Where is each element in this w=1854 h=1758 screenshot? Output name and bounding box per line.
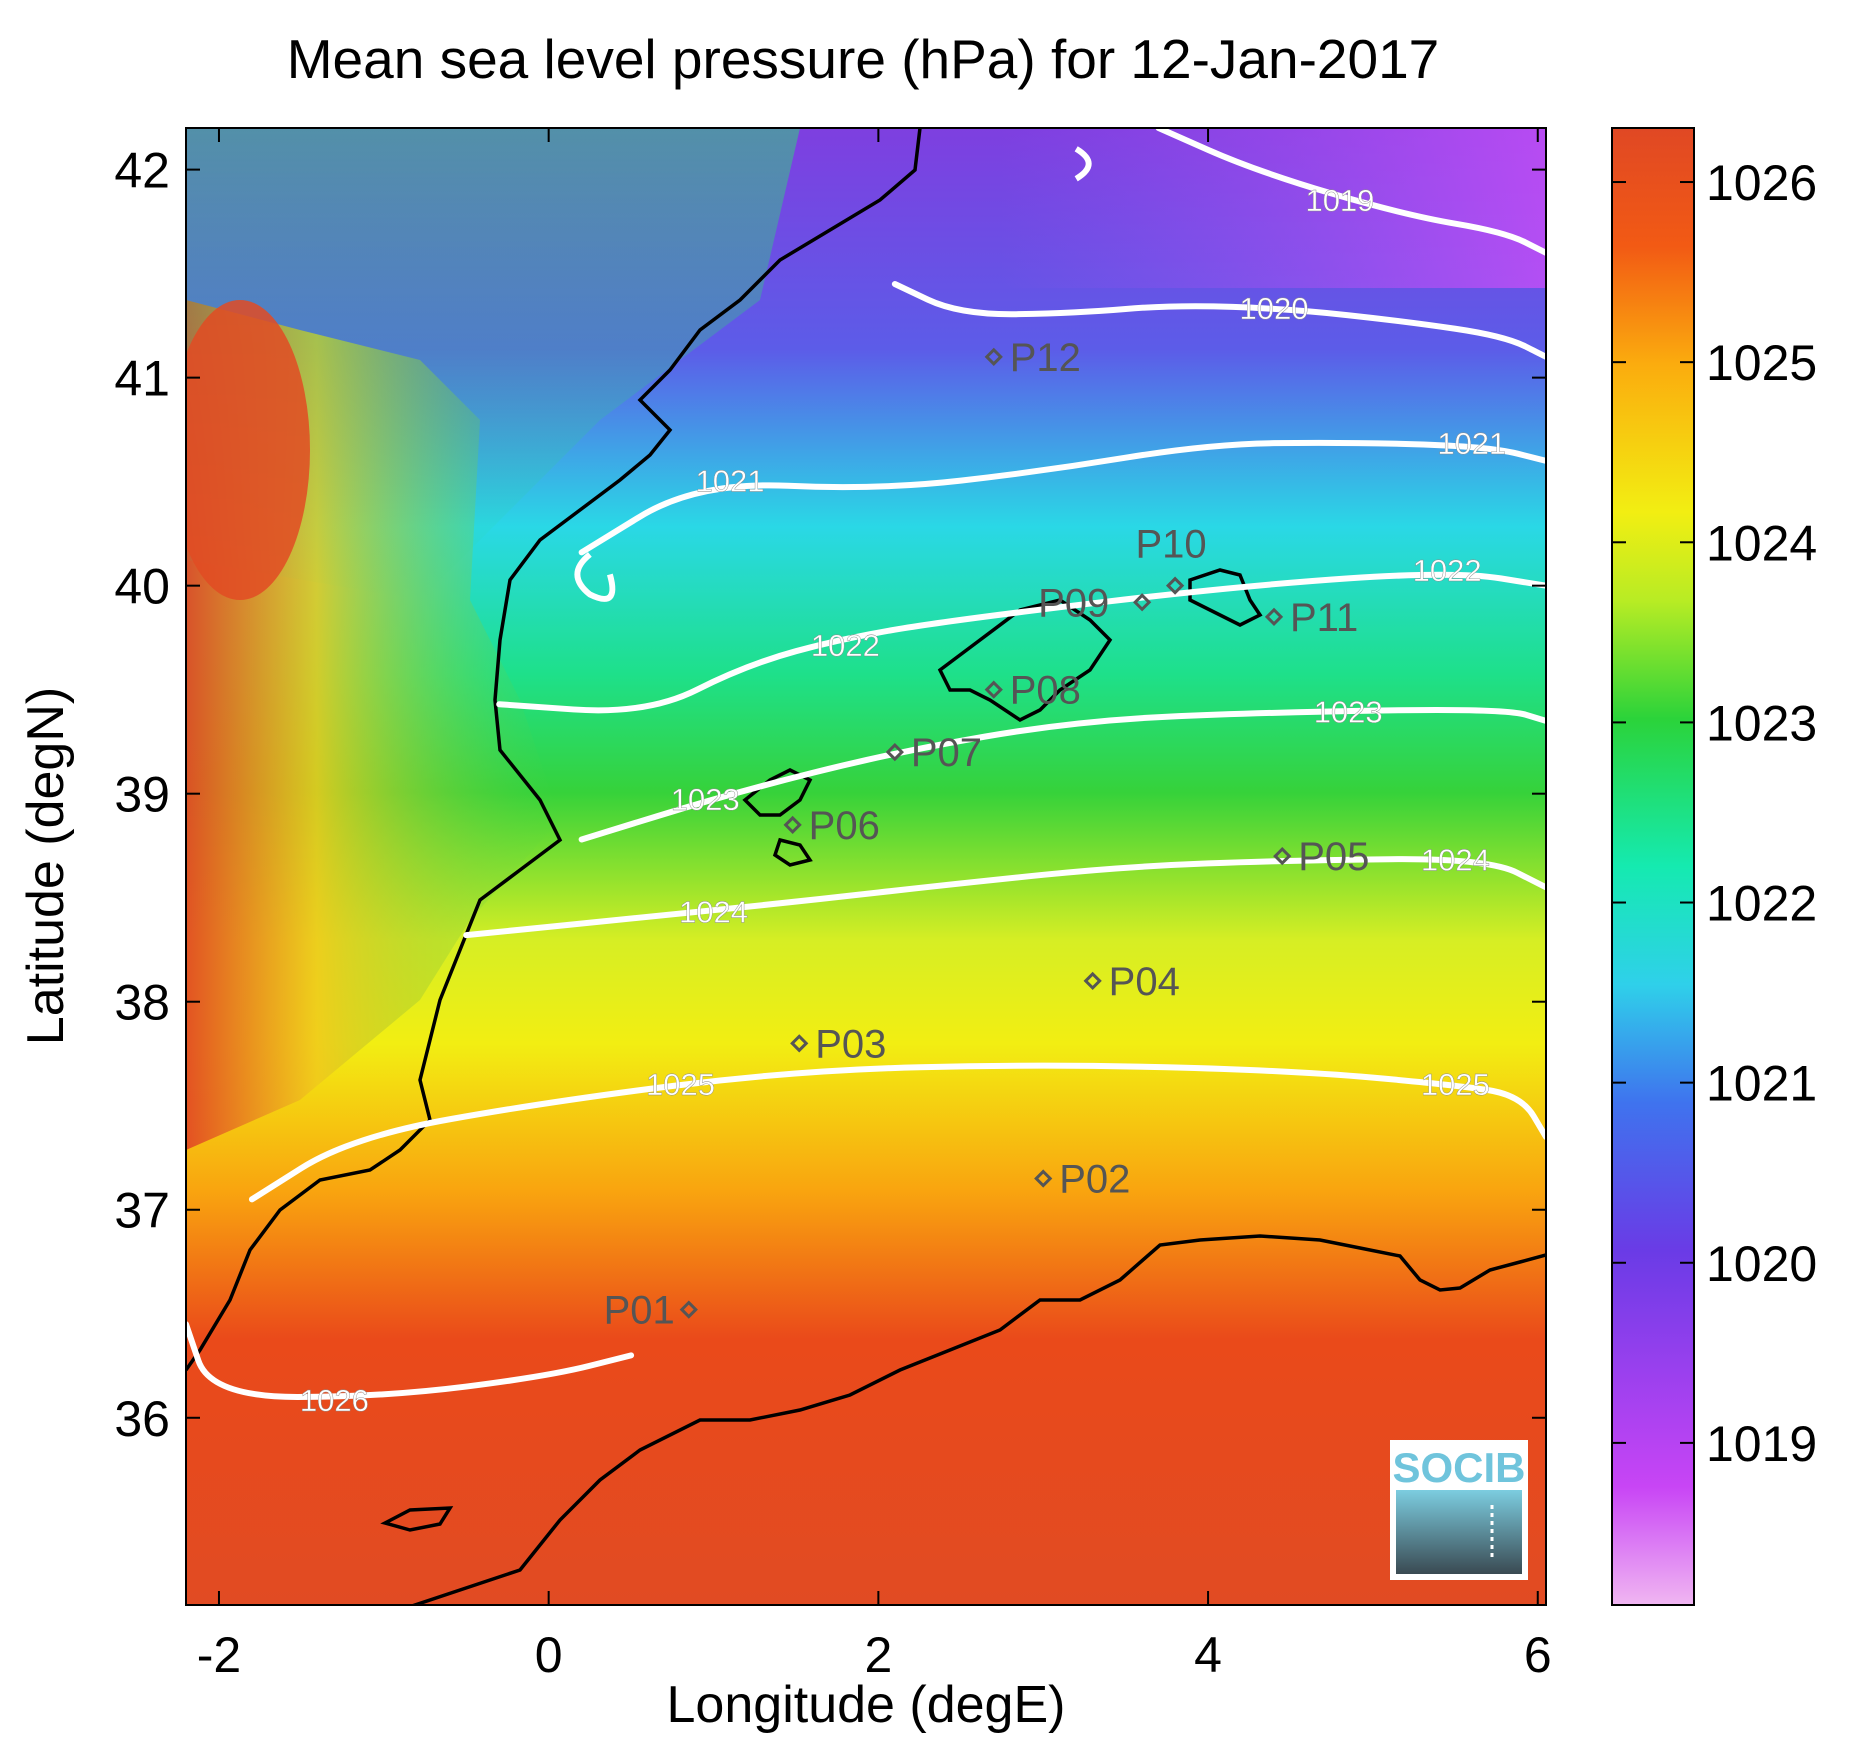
station-label-P12: P12: [1010, 336, 1081, 380]
pressure-field: [186, 128, 1546, 1605]
y-tick-label: 37: [114, 1183, 170, 1239]
socib-logo-text: SOCIB: [1392, 1444, 1525, 1491]
isobar-label: 1022: [1413, 553, 1482, 588]
isobar-1019: [1155, 128, 1546, 256]
station-label-P09: P09: [1038, 581, 1109, 625]
station-marker-P01: [679, 1300, 698, 1319]
x-tick-label: 4: [1194, 1627, 1222, 1683]
isobar-label: 1023: [671, 782, 740, 817]
station-marker-P08: [984, 680, 1003, 699]
station-label-P07: P07: [911, 731, 982, 775]
plot-frame: [185, 127, 1547, 1606]
isobar-label: 1024: [1421, 842, 1490, 877]
y-tick-label: 36: [114, 1391, 170, 1447]
y-tick-label: 40: [114, 559, 170, 615]
isobar-1024: [463, 856, 1546, 939]
isobar-label: 1026: [300, 1383, 369, 1418]
station-label-P04: P04: [1109, 960, 1180, 1004]
isobar-1020: [891, 281, 1546, 360]
isobar-contours: 1019 1020 1021 1021 1022 1022 1023 1023 1024 1024…: [186, 128, 1546, 1418]
pressure-field-northeast: [1000, 128, 1546, 288]
colorbar-tick-label: 1022: [1706, 876, 1817, 932]
north-africa-coastline: [409, 1234, 1546, 1605]
isobar-label: 1025: [1421, 1067, 1490, 1102]
isobar-1021: [578, 439, 1546, 556]
x-tick-label: 0: [535, 1627, 563, 1683]
station-label-P01: P01: [604, 1289, 675, 1333]
iberia-coastline: [186, 128, 922, 1372]
socib-logo: SOCIB: [1390, 1440, 1528, 1580]
isobar-label: 1022: [811, 628, 880, 663]
y-axis-label: Latitude (degN): [17, 687, 75, 1045]
station-label-P05: P05: [1298, 835, 1369, 879]
alboran-island-coastline: [380, 1506, 454, 1532]
station-marker-P04: [1083, 971, 1102, 991]
station-label-P10: P10: [1136, 523, 1207, 567]
isobar-label: 1023: [1314, 695, 1383, 730]
isobar-label: 1021: [1437, 426, 1506, 461]
station-label-P11: P11: [1290, 596, 1358, 640]
isobar-1021-closed: [574, 552, 616, 602]
isobar-label: 1024: [679, 894, 748, 929]
colorbar: [1611, 127, 1695, 1606]
land-high-iberia: [186, 300, 310, 600]
station-markers: P01 P02 P03 P04 P05 P06 P07 P08 P09 P10 P11 P12: [604, 336, 1370, 1333]
station-label-P08: P08: [1010, 669, 1081, 713]
chart-title: Mean sea level pressure (hPa) for 12-Jan…: [287, 28, 1440, 90]
station-marker-P02: [1034, 1169, 1053, 1188]
colorbar-tick-label: 1024: [1706, 515, 1817, 571]
menorca-coastline: [1188, 568, 1263, 627]
colorbar-tick-label: 1019: [1706, 1416, 1817, 1472]
y-tick-label: 39: [114, 767, 170, 823]
station-marker-P06: [783, 815, 802, 835]
station-marker-P05: [1273, 846, 1292, 866]
socib-logo-panel: [1396, 1490, 1522, 1574]
isobar-label: 1019: [1305, 183, 1374, 218]
isobar-label: 1025: [646, 1067, 715, 1102]
isobar-1022: [496, 571, 1546, 714]
y-tick-label: 42: [114, 143, 170, 199]
station-marker-P03: [790, 1034, 809, 1053]
colorbar-tick-label: 1021: [1706, 1056, 1817, 1112]
station-label-P02: P02: [1059, 1158, 1130, 1202]
colorbar-tick-label: 1025: [1706, 335, 1817, 391]
isobar-1023: [578, 706, 1546, 843]
isobar-label: 1020: [1240, 291, 1309, 326]
y-tick-label: 41: [114, 351, 170, 407]
x-tick-label: 2: [864, 1627, 892, 1683]
station-marker-P12: [984, 347, 1003, 366]
colorbar-tick-label: 1023: [1706, 695, 1817, 751]
ibiza-coastline: [742, 768, 813, 817]
station-label-P03: P03: [815, 1022, 886, 1066]
isobar-1019-hook: [1074, 146, 1092, 182]
land-field-northwest: [186, 128, 800, 600]
station-marker-P09: [1132, 593, 1152, 612]
x-tick-label: -2: [197, 1627, 241, 1683]
x-tick-label: 6: [1524, 1627, 1552, 1683]
station-marker-P11: [1264, 607, 1284, 626]
colorbar-tick-label: 1026: [1706, 155, 1817, 211]
axes: -2 0 2 4 6 36 37 38 39 40 41 42: [114, 128, 1552, 1683]
isobar-label: 1021: [696, 464, 765, 499]
station-marker-P10: [1165, 576, 1185, 595]
x-axis-label: Longitude (degE): [667, 1676, 1066, 1734]
isobar-1026: [186, 1321, 635, 1400]
y-tick-label: 38: [114, 975, 170, 1031]
formentera-coastline: [772, 837, 813, 867]
isobar-1025: [248, 1062, 1546, 1203]
colorbar-tick-label: 1020: [1706, 1236, 1817, 1292]
colorbar-axis: 1019 1020 1021 1022 1023 1024 1025 1026: [1612, 155, 1817, 1472]
station-label-P06: P06: [809, 804, 880, 848]
station-marker-P07: [885, 742, 904, 762]
